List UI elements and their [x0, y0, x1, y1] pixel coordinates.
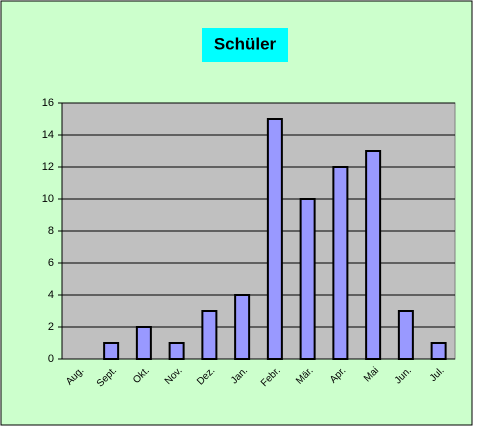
- y-tick-label: 10: [42, 193, 54, 205]
- y-tick-label: 4: [48, 289, 54, 301]
- bar: [332, 166, 349, 360]
- y-tick-label: 8: [48, 225, 54, 237]
- y-tick-label: 0: [48, 353, 54, 365]
- bar: [365, 150, 382, 360]
- title-box: [202, 28, 288, 62]
- bar: [299, 198, 316, 360]
- y-tick-label: 12: [42, 161, 54, 173]
- chart-title: Schüler: [214, 34, 277, 53]
- bar: [397, 310, 414, 360]
- y-tick-label: 2: [48, 321, 54, 333]
- y-tick-label: 14: [42, 129, 54, 141]
- bar: [103, 342, 120, 360]
- y-tick-label: 6: [48, 257, 54, 269]
- bar: [168, 342, 185, 360]
- bar: [234, 294, 251, 360]
- bar: [430, 342, 447, 360]
- bar: [135, 326, 152, 360]
- bar: [201, 310, 218, 360]
- y-tick-label: 16: [42, 97, 54, 109]
- bar: [266, 118, 283, 360]
